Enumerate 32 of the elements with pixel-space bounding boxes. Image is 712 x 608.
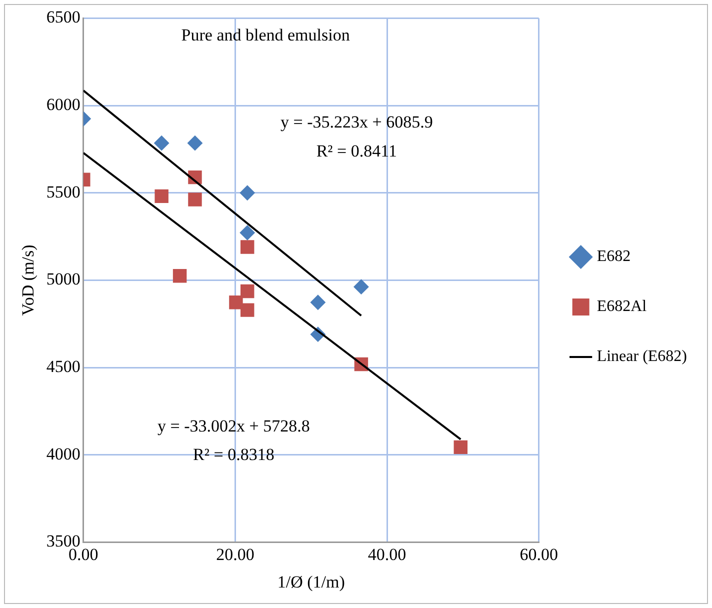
point xyxy=(354,279,369,294)
x-axis-title: 1/Ø (1/m) xyxy=(277,572,345,592)
point xyxy=(240,240,254,254)
y-tick-label: 6000 xyxy=(46,95,80,114)
annotation: y = -33.002x + 5728.8 xyxy=(158,416,310,436)
annotation: y = -35.223x + 6085.9 xyxy=(280,112,433,132)
point xyxy=(188,192,202,206)
point xyxy=(454,440,468,454)
chart-title: Pure and blend emulsion xyxy=(181,26,350,45)
legend-label: E682Al xyxy=(596,298,648,316)
point xyxy=(240,185,255,200)
point xyxy=(154,136,170,151)
annotation: R² = 0.8411 xyxy=(316,141,397,160)
point xyxy=(172,268,187,283)
point xyxy=(240,225,255,240)
y-tick-label: 6500 xyxy=(46,8,80,27)
y-axis-title: VoD (m/s) xyxy=(18,244,38,316)
legend-label: E682 xyxy=(596,248,631,266)
x-tick-label: 40.00 xyxy=(368,544,406,564)
y-tick-label: 5500 xyxy=(46,182,80,202)
annotation: R² = 0.8318 xyxy=(193,445,274,464)
legend-label: Linear (E682) xyxy=(596,348,688,366)
point xyxy=(154,189,168,204)
y-tick-label: 4000 xyxy=(46,444,80,464)
point xyxy=(187,136,202,151)
point xyxy=(310,294,326,310)
point xyxy=(240,303,254,317)
x-tick-label: 20.00 xyxy=(216,544,254,564)
x-tick-label: 60.00 xyxy=(520,544,558,564)
y-tick-label: 4500 xyxy=(46,357,80,376)
y-tick-label: 5000 xyxy=(46,270,80,289)
point xyxy=(240,284,254,298)
